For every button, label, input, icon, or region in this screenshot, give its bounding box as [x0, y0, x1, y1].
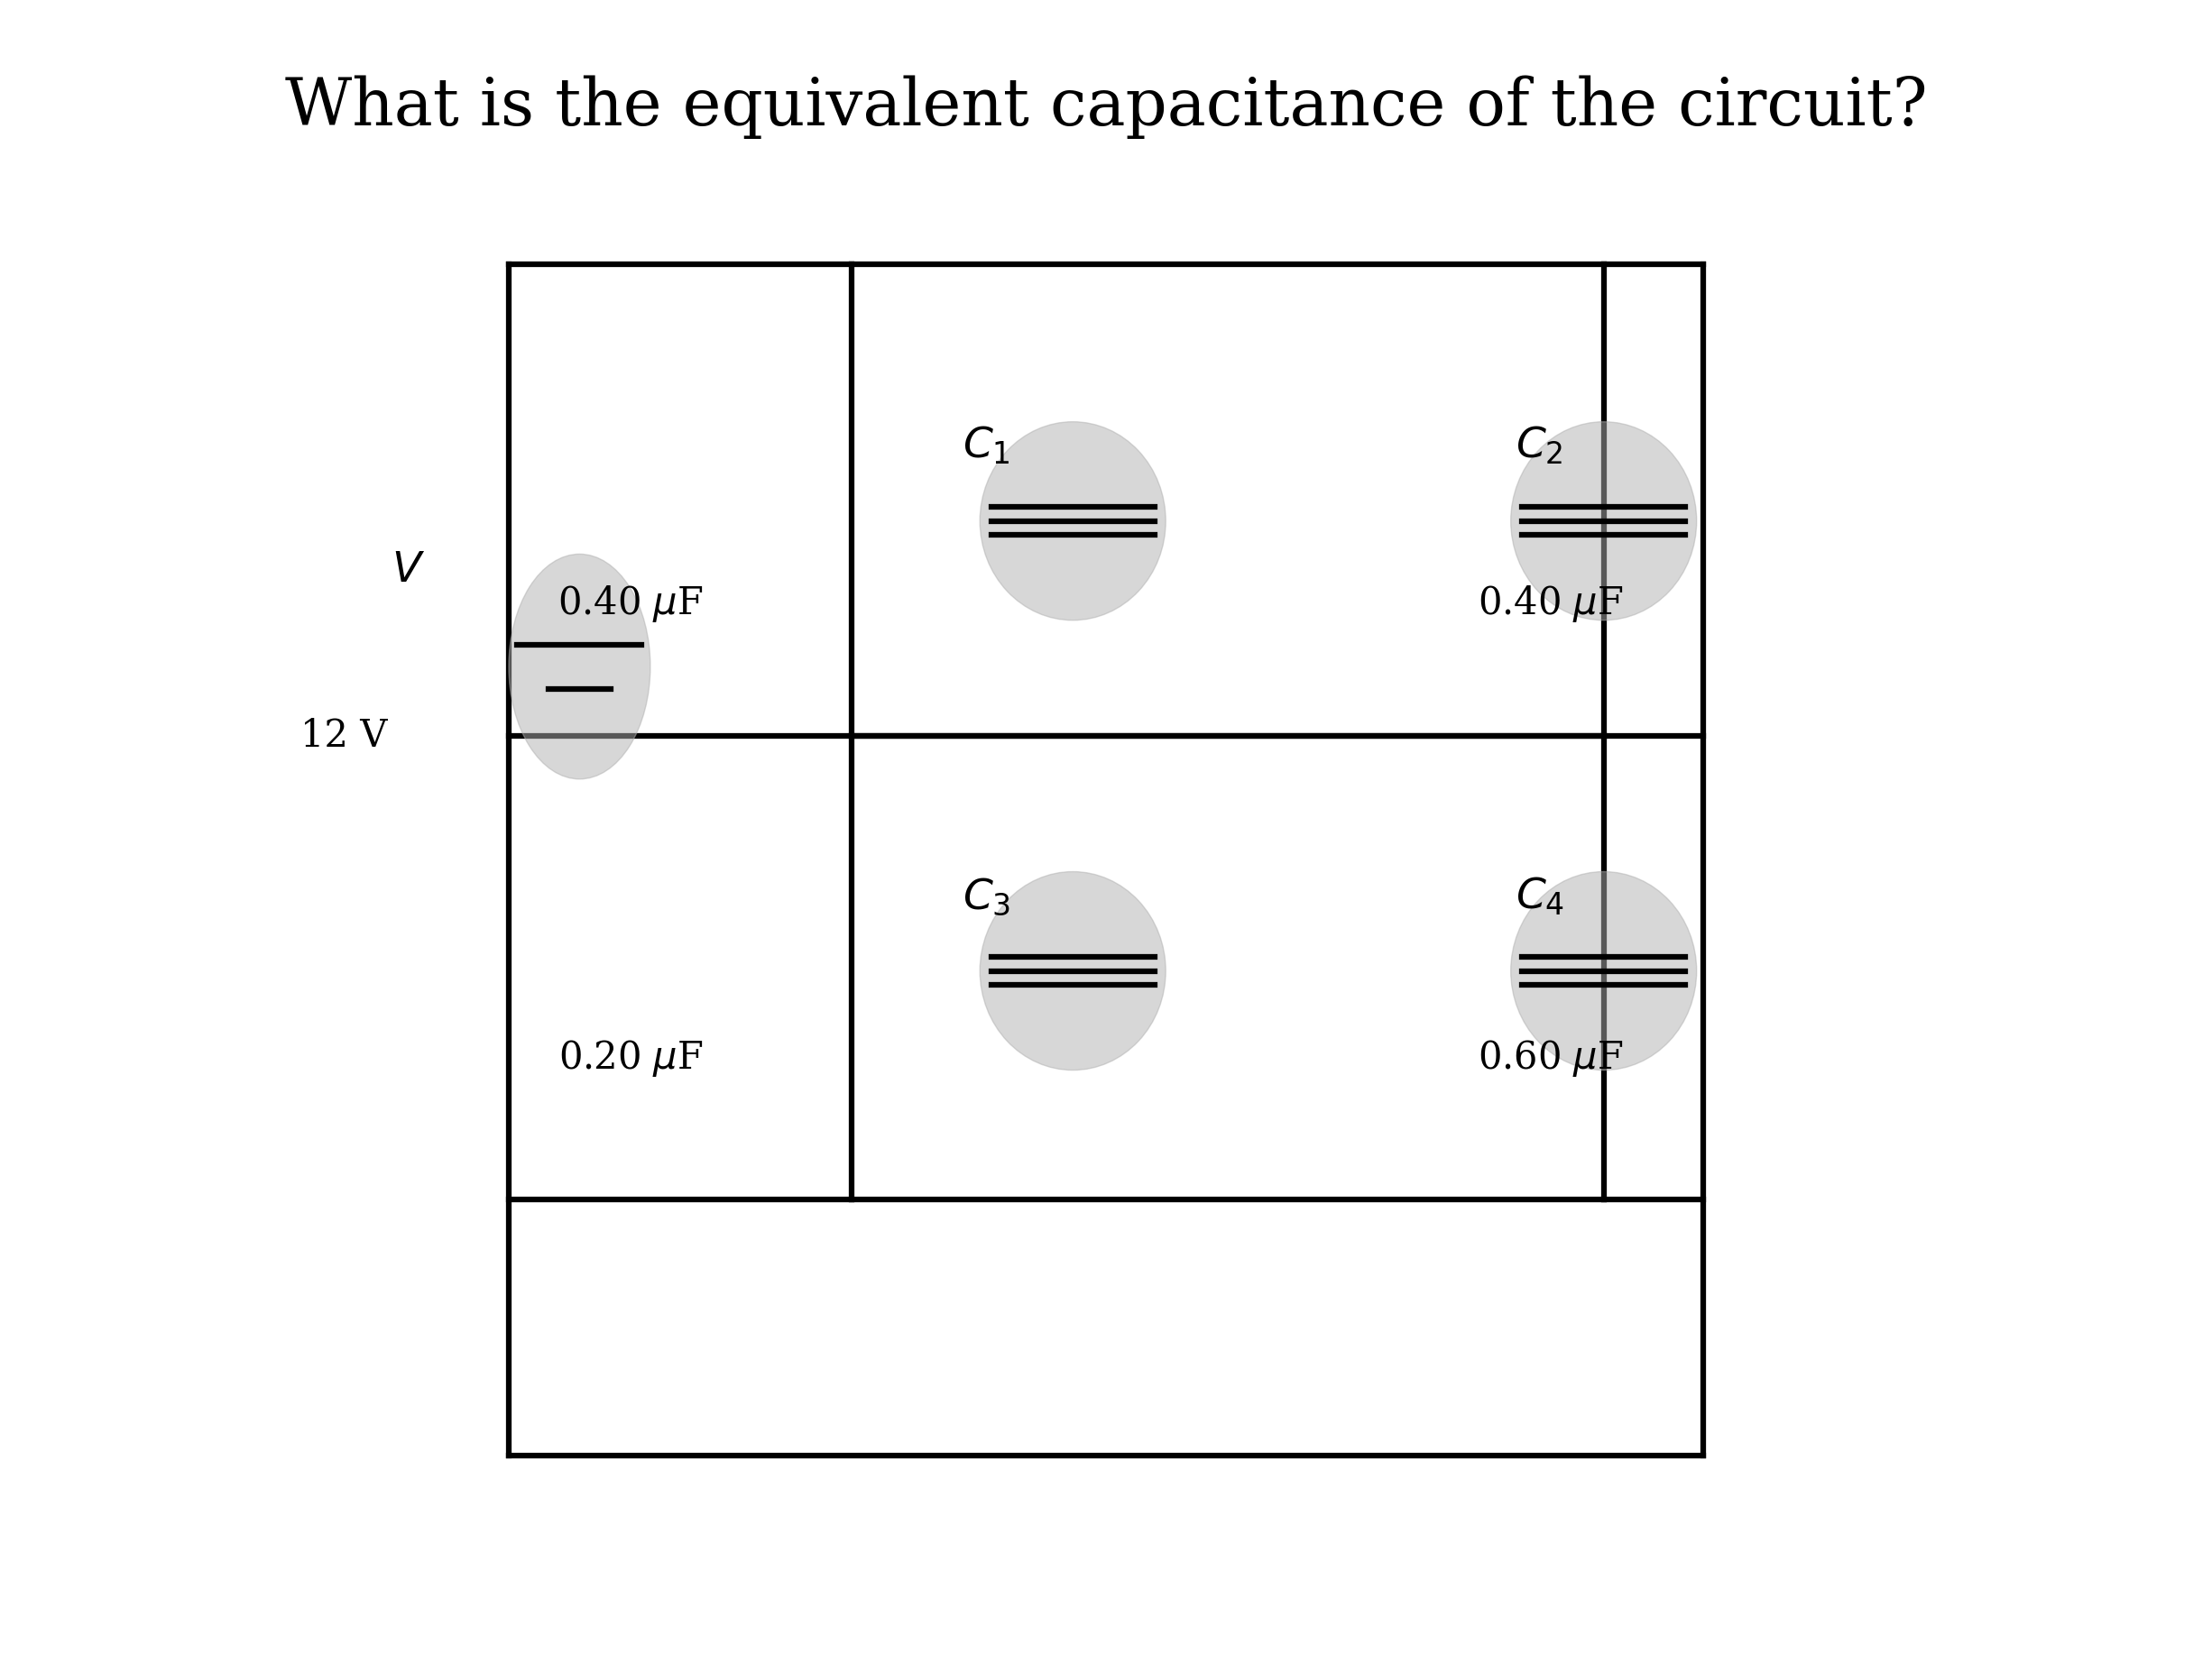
Text: 0.60 $\mu$F: 0.60 $\mu$F: [1478, 1039, 1624, 1078]
Text: $C_3$: $C_3$: [962, 877, 1011, 918]
Text: $C_1$: $C_1$: [962, 425, 1011, 466]
Ellipse shape: [980, 872, 1166, 1070]
Ellipse shape: [1511, 872, 1697, 1070]
Ellipse shape: [509, 554, 650, 779]
Ellipse shape: [980, 422, 1166, 620]
Text: What is the equivalent capacitance of the circuit?: What is the equivalent capacitance of th…: [285, 76, 1927, 139]
Text: 0.40 $\mu$F: 0.40 $\mu$F: [1478, 584, 1624, 624]
Text: $C_4$: $C_4$: [1515, 877, 1564, 918]
Text: $V$: $V$: [392, 551, 425, 590]
Text: $C_2$: $C_2$: [1515, 425, 1562, 466]
Ellipse shape: [1511, 422, 1697, 620]
Text: 12 V: 12 V: [301, 718, 387, 754]
Text: 0.40 $\mu$F: 0.40 $\mu$F: [557, 584, 703, 624]
Text: 0.20 $\mu$F: 0.20 $\mu$F: [560, 1039, 703, 1078]
